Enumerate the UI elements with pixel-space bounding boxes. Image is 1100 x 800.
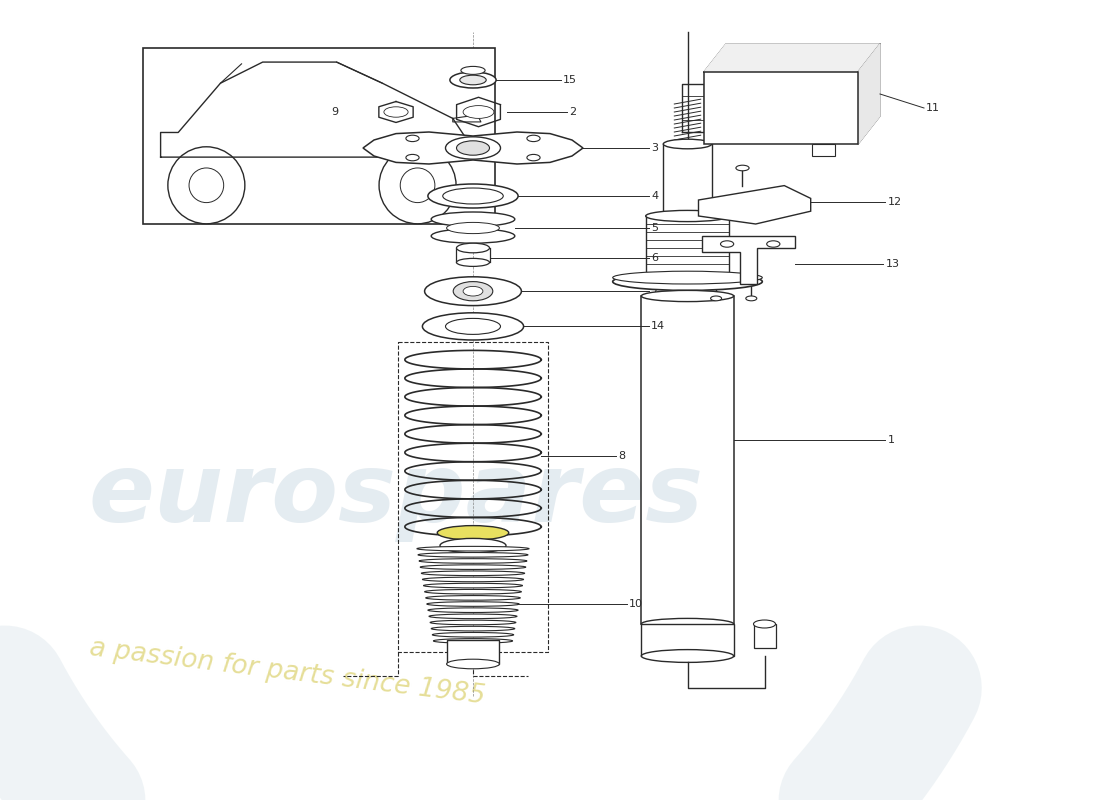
Text: 7: 7 — [651, 286, 658, 296]
Ellipse shape — [425, 590, 521, 594]
Ellipse shape — [437, 526, 508, 540]
Text: 5: 5 — [651, 223, 658, 233]
Text: 9: 9 — [332, 107, 339, 117]
Ellipse shape — [746, 296, 757, 301]
Ellipse shape — [427, 602, 519, 606]
Ellipse shape — [463, 286, 483, 296]
Ellipse shape — [424, 583, 522, 588]
Text: 13: 13 — [886, 259, 900, 269]
Bar — [447, 640, 499, 664]
Ellipse shape — [422, 313, 524, 340]
Text: 11: 11 — [926, 103, 940, 113]
Ellipse shape — [663, 139, 712, 149]
Ellipse shape — [736, 166, 749, 170]
Bar — [143, 48, 495, 224]
Bar — [754, 624, 776, 648]
Polygon shape — [704, 44, 880, 72]
Bar — [812, 144, 835, 156]
Ellipse shape — [613, 273, 762, 290]
Ellipse shape — [419, 558, 527, 563]
Text: 14: 14 — [651, 322, 666, 331]
Ellipse shape — [379, 146, 456, 224]
Ellipse shape — [406, 135, 419, 142]
Polygon shape — [363, 132, 583, 164]
Ellipse shape — [450, 72, 496, 88]
Ellipse shape — [663, 211, 712, 221]
Ellipse shape — [442, 188, 503, 204]
Polygon shape — [698, 186, 811, 224]
Ellipse shape — [446, 137, 501, 159]
Bar — [704, 72, 858, 144]
Ellipse shape — [168, 146, 245, 224]
Text: 1: 1 — [888, 435, 894, 445]
Text: eurospares: eurospares — [88, 450, 703, 542]
Polygon shape — [702, 236, 795, 284]
Ellipse shape — [641, 290, 734, 302]
Ellipse shape — [641, 618, 734, 630]
Ellipse shape — [422, 577, 524, 582]
Ellipse shape — [453, 282, 493, 301]
Ellipse shape — [711, 296, 722, 301]
Ellipse shape — [430, 620, 516, 625]
Ellipse shape — [431, 626, 515, 631]
Ellipse shape — [431, 212, 515, 226]
Ellipse shape — [417, 546, 529, 551]
Bar — [641, 624, 734, 656]
Ellipse shape — [400, 168, 434, 202]
Ellipse shape — [433, 638, 513, 643]
Text: 15: 15 — [563, 75, 578, 85]
Ellipse shape — [456, 141, 490, 155]
Ellipse shape — [460, 75, 486, 85]
Ellipse shape — [429, 614, 517, 618]
Ellipse shape — [527, 154, 540, 161]
Ellipse shape — [428, 608, 518, 613]
Ellipse shape — [426, 595, 520, 600]
Ellipse shape — [461, 66, 485, 74]
Text: 4: 4 — [651, 191, 658, 201]
Ellipse shape — [425, 277, 521, 306]
Ellipse shape — [447, 222, 499, 234]
Text: 3: 3 — [651, 143, 658, 153]
Ellipse shape — [456, 243, 490, 253]
Text: 2: 2 — [569, 107, 575, 117]
Ellipse shape — [420, 565, 526, 570]
Ellipse shape — [421, 571, 525, 575]
Ellipse shape — [456, 258, 490, 266]
Text: 6: 6 — [651, 253, 658, 262]
Ellipse shape — [432, 633, 514, 637]
Ellipse shape — [440, 538, 506, 553]
Ellipse shape — [754, 620, 776, 628]
Text: 12: 12 — [888, 197, 902, 206]
Ellipse shape — [446, 318, 501, 334]
Ellipse shape — [613, 271, 762, 284]
Ellipse shape — [767, 241, 780, 247]
Polygon shape — [858, 44, 880, 144]
Text: a passion for parts since 1985: a passion for parts since 1985 — [88, 635, 486, 709]
Ellipse shape — [646, 210, 729, 222]
Ellipse shape — [431, 229, 515, 243]
Ellipse shape — [428, 184, 518, 208]
Ellipse shape — [418, 553, 528, 557]
Ellipse shape — [447, 659, 499, 669]
Ellipse shape — [463, 106, 494, 118]
Ellipse shape — [406, 154, 419, 161]
Ellipse shape — [189, 168, 223, 202]
Text: 10: 10 — [629, 599, 644, 609]
Ellipse shape — [720, 241, 734, 247]
Ellipse shape — [527, 135, 540, 142]
Ellipse shape — [641, 650, 734, 662]
Text: 8: 8 — [618, 451, 625, 461]
Ellipse shape — [384, 106, 408, 118]
